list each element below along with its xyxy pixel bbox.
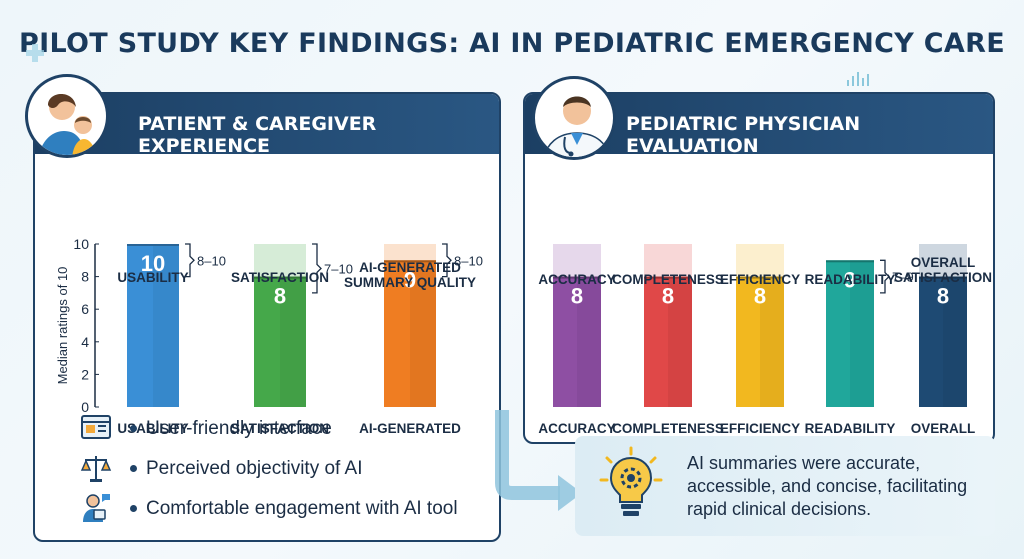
bar	[254, 276, 306, 407]
category-label-top: USABILITY	[117, 270, 188, 285]
bar	[826, 260, 874, 407]
range-label: 8–10	[197, 253, 226, 268]
benefit-text: Comfortable engagement with AI tool	[146, 498, 458, 519]
range-band	[254, 244, 306, 277]
list-item: Comfortable engagement with AI tool	[80, 492, 520, 528]
range-label: 8–10	[454, 253, 483, 268]
category-label-top: SATISFACTION	[231, 270, 329, 285]
range-bracket	[185, 243, 195, 278]
bar	[736, 276, 784, 407]
range-bracket	[442, 243, 452, 278]
physician-evaluation-panel: PEDIATRIC PHYSICIAN EVALUATION 8 ACCURACY…	[523, 92, 995, 444]
data-label: 8	[754, 284, 766, 309]
category-label-bottom: ACCURACY	[538, 421, 615, 436]
range-label: 7–10	[324, 261, 353, 276]
category-label-bottom: READABILITY	[805, 421, 896, 436]
bar	[127, 244, 179, 407]
list-item: Perceived objectivity of AI	[80, 452, 520, 488]
category-label-bottom: EFFICIENCY	[720, 421, 800, 436]
y-tick-label: 10	[73, 236, 89, 252]
category-label-top: COMPLETENESS	[612, 272, 724, 287]
bar-shade	[153, 244, 179, 407]
connector-arrow-icon	[495, 410, 582, 511]
bar	[553, 276, 601, 407]
category-label-top: ACCURACY	[538, 272, 615, 287]
bar-top-edge	[254, 276, 306, 279]
bar-shade	[668, 276, 692, 407]
left-panel-title: PATIENT & CAREGIVER EXPERIENCE	[138, 113, 377, 157]
data-label: 8	[662, 284, 674, 309]
data-label: 9	[404, 267, 416, 292]
bullet-dot	[130, 505, 137, 512]
doctor-icon	[532, 76, 616, 160]
bar-top-edge	[736, 276, 784, 279]
data-label: 10	[141, 251, 165, 276]
y-tick-label: 4	[81, 334, 89, 350]
range-bracket	[312, 243, 322, 294]
left-panel-header: PATIENT & CAREGIVER EXPERIENCE	[35, 94, 499, 157]
bar	[919, 276, 967, 407]
data-label: 9	[844, 267, 856, 292]
bullet-dot	[130, 465, 137, 472]
list-item: User-friendly interface	[80, 412, 520, 448]
bar-top-edge	[826, 260, 874, 263]
range-band	[736, 244, 784, 277]
key-takeaway-box: AI summaries were accurate, accessible, …	[575, 436, 995, 536]
balance-scale-icon	[80, 456, 112, 482]
category-label-bottom: COMPLETENESS	[612, 421, 724, 436]
lightbulb-gear-icon	[599, 446, 663, 516]
range-band	[553, 244, 601, 277]
medical-cross-icon	[26, 44, 44, 62]
summary-text: AI summaries were accurate, accessible, …	[687, 453, 968, 519]
bar-shade	[943, 276, 967, 407]
y-tick-label: 6	[81, 301, 89, 317]
bullet-dot	[130, 425, 137, 432]
bar	[384, 260, 436, 407]
bar-top-edge	[919, 276, 967, 279]
category-label-bottom: AI-GENERATED	[359, 421, 461, 436]
bar-shade	[760, 276, 784, 407]
data-label: 8	[937, 284, 949, 309]
category-label-top: READABILITY	[805, 272, 896, 287]
y-tick-label: 8	[81, 269, 89, 285]
right-panel-title: PEDIATRIC PHYSICIAN EVALUATION	[626, 113, 861, 157]
data-label: 8	[571, 284, 583, 309]
range-band	[384, 244, 436, 261]
bar-top-edge	[644, 276, 692, 279]
range-band	[644, 244, 692, 277]
mother-child-icon	[25, 74, 109, 158]
range-bracket	[880, 259, 890, 294]
bar-top-edge	[553, 276, 601, 279]
range-band	[919, 244, 967, 277]
y-tick-label: 2	[81, 366, 89, 382]
category-label-top: EFFICIENCY	[720, 272, 800, 287]
patient-caregiver-panel: PATIENT & CAREGIVER EXPERIENCE 0 2 4 6 8 10 Me…	[33, 92, 501, 542]
category-label-bottom: USABILITY	[117, 421, 188, 436]
right-chart: 8ACCURACYACCURACY8COMPLETENESSCOMPLETENE…	[538, 244, 992, 442]
y-tick-label: 0	[81, 399, 89, 415]
benefit-text: User-friendly interface	[146, 418, 332, 439]
category-label-top: AI-GENERATED SUMMARY QUALITY	[344, 260, 476, 290]
person-tablet-icon	[83, 494, 110, 522]
bar-shade	[280, 276, 306, 407]
pulse-bars-icon	[847, 72, 869, 86]
category-label-top: OVERALL SATISFACTION	[894, 255, 992, 285]
page-title: PILOT STUDY KEY FINDINGS: AI IN PEDIATRI…	[19, 28, 1005, 59]
range-label: 7–9	[892, 270, 914, 285]
benefit-text: Perceived objectivity of AI	[146, 458, 363, 479]
bar-shade	[850, 260, 874, 407]
bar-shade	[410, 260, 436, 407]
bar-top-edge	[127, 244, 179, 246]
category-label-bottom: SATISFACTION	[231, 421, 329, 436]
bar	[644, 276, 692, 407]
browser-window-icon	[81, 415, 111, 439]
y-axis-label: Median ratings of 10	[55, 267, 70, 385]
bar-shade	[577, 276, 601, 407]
data-label: 8	[274, 284, 286, 309]
bar-top-edge	[384, 260, 436, 263]
